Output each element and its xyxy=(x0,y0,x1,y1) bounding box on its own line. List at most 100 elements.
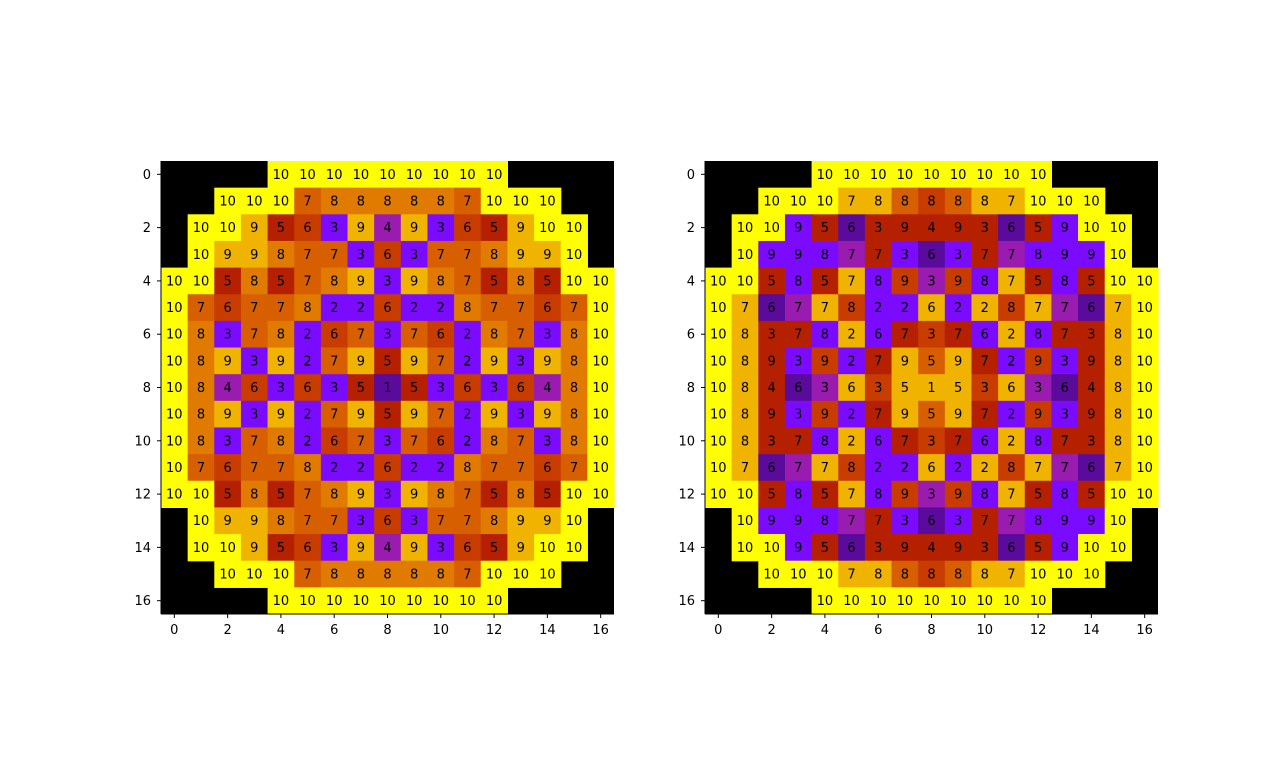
cell-value-label: 3 xyxy=(383,328,391,343)
heatmap-cell xyxy=(944,560,973,588)
cell-value-label: 10 xyxy=(737,248,754,263)
cell-value-label: 10 xyxy=(592,488,609,503)
cell-value-label: 10 xyxy=(1030,568,1047,583)
heatmap-cell xyxy=(971,267,999,295)
cell-value-label: 3 xyxy=(223,434,231,449)
heatmap-cell xyxy=(998,294,1026,322)
cell-value-label: 7 xyxy=(437,354,445,369)
cell-value-label: 10 xyxy=(219,194,236,209)
cell-value-label: 6 xyxy=(847,221,855,236)
cell-value-label: 7 xyxy=(1061,461,1069,476)
heatmap-cell xyxy=(294,400,322,429)
heatmap-cell xyxy=(891,320,919,349)
heatmap-cell xyxy=(267,347,295,375)
heatmap-cell xyxy=(705,374,733,402)
cell-value-label: 10 xyxy=(1083,221,1100,236)
heatmap-cell xyxy=(864,240,893,269)
cell-value-label: 6 xyxy=(330,434,338,449)
cell-value-label: 2 xyxy=(954,461,962,476)
heatmap-cell xyxy=(374,187,402,215)
cell-value-label: 8 xyxy=(437,568,445,583)
cell-value-label: 7 xyxy=(901,328,909,343)
heatmap-cell xyxy=(187,214,215,242)
heatmap-cell xyxy=(1104,480,1132,509)
heatmap-cell xyxy=(944,427,973,455)
cell-value-label: 7 xyxy=(874,514,882,529)
heatmap-cell xyxy=(811,214,839,242)
cell-value-label: 10 xyxy=(977,594,994,609)
y-tick-label: 6 xyxy=(143,328,151,343)
heatmap-cell xyxy=(971,480,999,509)
cell-value-label: 9 xyxy=(543,248,551,263)
cell-value-label: 2 xyxy=(847,434,855,449)
heatmap-cell xyxy=(784,507,813,535)
cell-value-label: 9 xyxy=(901,408,909,423)
cell-value-label: 5 xyxy=(821,541,829,556)
heatmap-cell xyxy=(400,374,429,402)
heatmap-cell xyxy=(784,400,813,429)
heatmap-cell xyxy=(400,587,429,615)
cell-value-label: 4 xyxy=(543,381,551,396)
heatmap-cell xyxy=(784,187,813,215)
heatmap-cell xyxy=(587,427,615,455)
cell-value-label: 7 xyxy=(277,461,285,476)
heatmap-cell xyxy=(214,534,242,562)
cell-value-label: 3 xyxy=(437,221,445,236)
cell-value-label: 6 xyxy=(927,248,935,263)
heatmap-cell xyxy=(705,347,733,375)
cell-value-label: 9 xyxy=(1061,541,1069,556)
heatmap-cell xyxy=(838,161,866,189)
cell-value-label: 8 xyxy=(741,381,749,396)
cell-value-label: 10 xyxy=(737,488,754,503)
cell-value-label: 5 xyxy=(1087,488,1095,503)
heatmap-cell xyxy=(891,587,919,615)
cell-value-label: 6 xyxy=(1061,381,1069,396)
heatmap-cell xyxy=(267,454,295,482)
cell-value-label: 10 xyxy=(923,594,940,609)
heatmap-cell xyxy=(998,374,1026,402)
heatmap-cell xyxy=(560,480,588,509)
heatmap-cell xyxy=(267,480,295,509)
cell-value-label: 8 xyxy=(357,194,365,209)
heatmap-cell xyxy=(918,240,946,269)
cell-value-label: 3 xyxy=(927,488,935,503)
heatmap-cell xyxy=(320,294,349,322)
cell-value-label: 6 xyxy=(383,461,391,476)
heatmap-cell xyxy=(864,507,893,535)
heatmap-cell xyxy=(400,240,429,269)
heatmap-cell xyxy=(998,454,1026,482)
heatmap-cell xyxy=(347,427,375,455)
heatmap-cell xyxy=(918,214,946,242)
heatmap-cell xyxy=(971,214,999,242)
heatmap-cell xyxy=(374,400,402,429)
cell-value-label: 7 xyxy=(570,301,578,316)
cell-value-label: 9 xyxy=(767,514,775,529)
cell-value-label: 10 xyxy=(512,194,529,209)
cell-value-label: 10 xyxy=(512,568,529,583)
cell-value-label: 10 xyxy=(1083,568,1100,583)
heatmap-cell xyxy=(240,240,269,269)
heatmap-cell xyxy=(240,187,269,215)
cell-value-label: 9 xyxy=(357,274,365,289)
cell-value-label: 5 xyxy=(1034,221,1042,236)
cell-value-label: 7 xyxy=(517,301,525,316)
heatmap-cell xyxy=(347,347,375,375)
heatmap-cell xyxy=(427,347,455,375)
cell-value-label: 5 xyxy=(277,221,285,236)
heatmap-cell xyxy=(294,347,322,375)
heatmap-cell xyxy=(454,240,482,269)
cell-value-label: 3 xyxy=(223,328,231,343)
heatmap-cell xyxy=(838,587,866,615)
heatmap-cell xyxy=(427,267,455,295)
heatmap-cell xyxy=(161,374,189,402)
heatmap-cell xyxy=(998,534,1026,562)
heatmap-cell xyxy=(294,294,322,322)
cell-value-label: 9 xyxy=(901,221,909,236)
heatmap-cell xyxy=(891,480,919,509)
heatmap-cell xyxy=(347,161,375,189)
cell-value-label: 10 xyxy=(710,354,727,369)
heatmap-cell xyxy=(918,534,946,562)
cell-value-label: 8 xyxy=(303,301,311,316)
heatmap-cell xyxy=(731,240,759,269)
